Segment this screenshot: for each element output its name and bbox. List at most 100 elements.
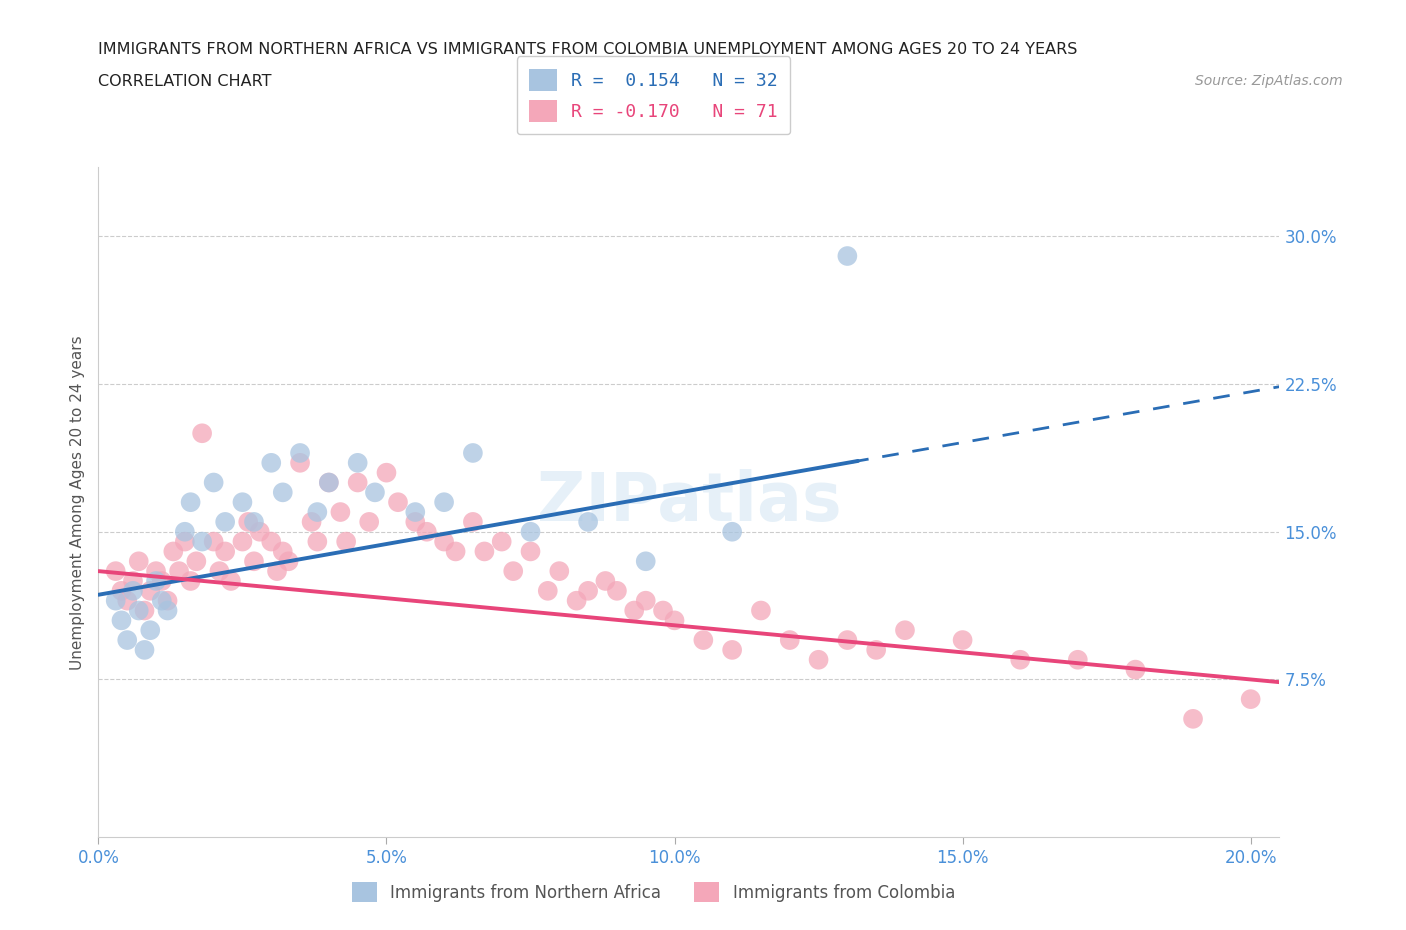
Point [502, 564, 524, 578]
Point [576, 583, 599, 598]
Point [894, 623, 917, 638]
Point [139, 583, 162, 598]
Point [652, 603, 675, 618]
Point [359, 514, 381, 529]
Point [104, 564, 127, 578]
Point [231, 495, 253, 510]
Y-axis label: Unemployment Among Ages 20 to 24 years: Unemployment Among Ages 20 to 24 years [69, 335, 84, 670]
Point [219, 574, 242, 589]
Point [606, 583, 628, 598]
Point [301, 514, 323, 529]
Point [537, 583, 560, 598]
Point [162, 544, 184, 559]
Point [271, 485, 294, 499]
Point [387, 495, 409, 510]
Point [1125, 662, 1147, 677]
Point [548, 564, 571, 578]
Point [952, 632, 974, 647]
Point [122, 583, 145, 598]
Point [837, 632, 859, 647]
Point [115, 632, 138, 647]
Point [519, 525, 541, 539]
Point [243, 514, 266, 529]
Point [186, 554, 208, 569]
Point [307, 534, 329, 549]
Point [134, 603, 156, 618]
Point [721, 643, 744, 658]
Point [692, 632, 714, 647]
Point [1182, 711, 1205, 726]
Point [145, 564, 167, 578]
Point [150, 574, 173, 589]
Point [329, 505, 352, 520]
Point [404, 514, 426, 529]
Point [318, 475, 340, 490]
Point [191, 534, 214, 549]
Point [180, 495, 202, 510]
Point [139, 623, 162, 638]
Point [623, 603, 645, 618]
Point [110, 613, 132, 628]
Point [865, 643, 887, 658]
Point [128, 554, 150, 569]
Point [202, 475, 225, 490]
Point [122, 574, 145, 589]
Point [288, 445, 311, 460]
Point [1240, 692, 1263, 707]
Point [214, 544, 236, 559]
Point [433, 534, 456, 549]
Legend: Immigrants from Northern Africa, Immigrants from Colombia: Immigrants from Northern Africa, Immigra… [344, 875, 962, 909]
Point [271, 544, 294, 559]
Point [243, 554, 266, 569]
Point [249, 525, 271, 539]
Point [266, 564, 288, 578]
Point [260, 456, 283, 471]
Point [335, 534, 357, 549]
Point [173, 525, 195, 539]
Point [110, 583, 132, 598]
Point [565, 593, 588, 608]
Point [346, 456, 368, 471]
Point [444, 544, 467, 559]
Point [519, 544, 541, 559]
Point [104, 593, 127, 608]
Point [150, 593, 173, 608]
Point [288, 456, 311, 471]
Point [134, 643, 156, 658]
Point [260, 534, 283, 549]
Point [474, 544, 496, 559]
Point [167, 564, 190, 578]
Point [779, 632, 801, 647]
Point [115, 593, 138, 608]
Point [404, 505, 426, 520]
Point [375, 465, 398, 480]
Point [1010, 652, 1032, 667]
Point [180, 574, 202, 589]
Point [416, 525, 439, 539]
Point [837, 248, 859, 263]
Point [576, 514, 599, 529]
Point [491, 534, 513, 549]
Point [156, 603, 179, 618]
Point [461, 514, 484, 529]
Point [595, 574, 617, 589]
Point [433, 495, 456, 510]
Point [749, 603, 772, 618]
Point [461, 445, 484, 460]
Point [128, 603, 150, 618]
Point [318, 475, 340, 490]
Point [191, 426, 214, 441]
Point [346, 475, 368, 490]
Point [364, 485, 387, 499]
Point [634, 554, 657, 569]
Point [238, 514, 260, 529]
Point [721, 525, 744, 539]
Point [214, 514, 236, 529]
Point [208, 564, 231, 578]
Text: Source: ZipAtlas.com: Source: ZipAtlas.com [1195, 74, 1343, 88]
Point [231, 534, 253, 549]
Point [307, 505, 329, 520]
Point [156, 593, 179, 608]
Point [202, 534, 225, 549]
Point [807, 652, 830, 667]
